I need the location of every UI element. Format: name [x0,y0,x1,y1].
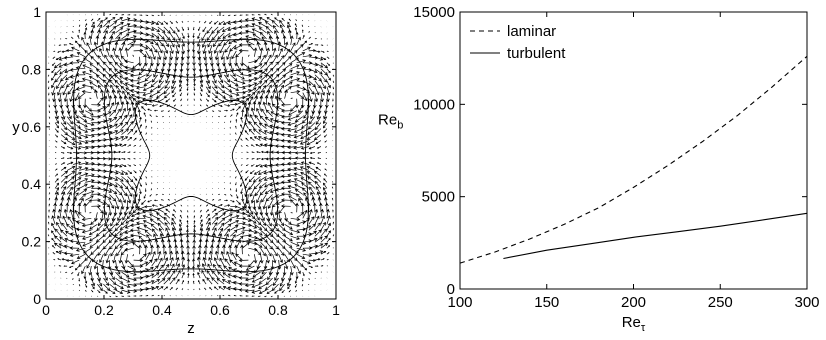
vector-arrow-column [206,14,219,297]
vector-plot-frame [45,11,337,300]
vector-arrow-column [53,20,69,291]
legend: laminar turbulent [466,18,578,66]
y-tick-label: 15000 [413,4,455,21]
vector-arrow-column [124,14,144,297]
series-line-laminar [459,55,808,264]
x-tick-label: 0.2 [94,302,114,318]
y-tick-label: 0.6 [22,119,42,135]
vector-arrow-column [287,14,307,297]
vector-y-ticks: 0 0.2 0.4 0.6 0.8 1 [22,4,336,307]
vector-x-axis-label: z [187,320,195,337]
vector-arrow-column [114,13,131,298]
vector-field-panel: 0 0.2 0.4 0.6 0.8 1 0 0.2 0.4 0.6 0.8 1 z y [12,4,340,337]
line-y-axis-label: Reb [378,112,403,132]
line-series-group [459,55,808,264]
vector-arrow-column [81,14,101,297]
legend-label-turbulent: turbulent [507,45,566,62]
line-y-ticks: 0 5000 10000 15000 [413,4,807,298]
legend-box [466,18,578,66]
x-tick-label: 0.4 [152,302,172,318]
vector-arrow-column [63,14,83,297]
y-tick-label: 0.8 [22,61,42,77]
vector-arrow-column [163,14,176,297]
vector-x-ticks: 0 0.2 0.4 0.6 0.8 1 [42,12,340,318]
y-tick-label: 5000 [422,189,455,206]
vector-arrow-column [51,20,60,291]
vector-arrow-column [171,14,181,297]
vector-arrow-column [216,14,234,297]
y-tick-label: 0.4 [22,176,42,192]
x-tick-label: 1 [332,302,340,318]
vector-arrow-column [221,14,240,297]
vector-arrow-column [238,14,258,297]
y-tick-label: 10000 [413,96,455,113]
line-x-ticks: 100 150 200 250 300 [447,12,820,311]
vector-arrow-column [313,20,329,291]
vector-arrow-column [148,14,166,297]
x-tick-label: 100 [447,294,472,311]
x-label-main: Re [622,314,641,331]
vector-arrow-column [306,14,324,297]
x-label-subscript: τ [641,322,646,334]
y-tick-label: 1 [33,4,41,20]
x-tick-label: 0.8 [268,302,288,318]
x-tick-label: 250 [708,294,733,311]
series-line-turbulent [503,212,808,260]
vector-arrow-column [322,20,331,291]
y-tick-label: 0.2 [22,234,42,250]
vector-arrow-column [156,14,171,297]
x-tick-label: 0.6 [210,302,230,318]
vector-arrow-column [244,14,263,297]
vector-arrow-column [75,14,95,297]
x-tick-label: 0 [42,302,50,318]
vector-arrow-column [69,14,89,297]
x-tick-label: 150 [534,294,559,311]
vector-arrow-column [275,14,294,297]
y-label-subscript: b [397,120,403,132]
y-tick-label: 0 [447,281,455,298]
x-tick-label: 300 [794,294,819,311]
vector-arrow-column [129,14,150,297]
vector-arrow-column [293,14,313,297]
vector-arrow-column [201,14,211,297]
vector-arrow-column [211,14,226,297]
y-label-main: Re [378,112,397,129]
vector-arrow-column [58,14,76,297]
vector-arrow-column [47,26,51,285]
vector-arrow-column [251,13,268,298]
contour-line [103,69,279,242]
x-tick-label: 200 [621,294,646,311]
vector-arrow-column [281,14,301,297]
contour-line [73,38,309,273]
vector-arrow-column [102,13,119,298]
y-tick-label: 0 [33,291,41,307]
line-x-axis-label: Reτ [622,314,646,334]
legend-label-laminar: laminar [507,23,556,40]
vector-y-axis-label: y [12,119,20,136]
vector-arrow-column [299,14,319,297]
vector-arrow-column [227,14,246,297]
vector-arrow-column [136,14,155,297]
vector-arrow-column [108,13,125,298]
vector-arrow-column [119,14,138,297]
vector-arrow-column [331,26,335,285]
